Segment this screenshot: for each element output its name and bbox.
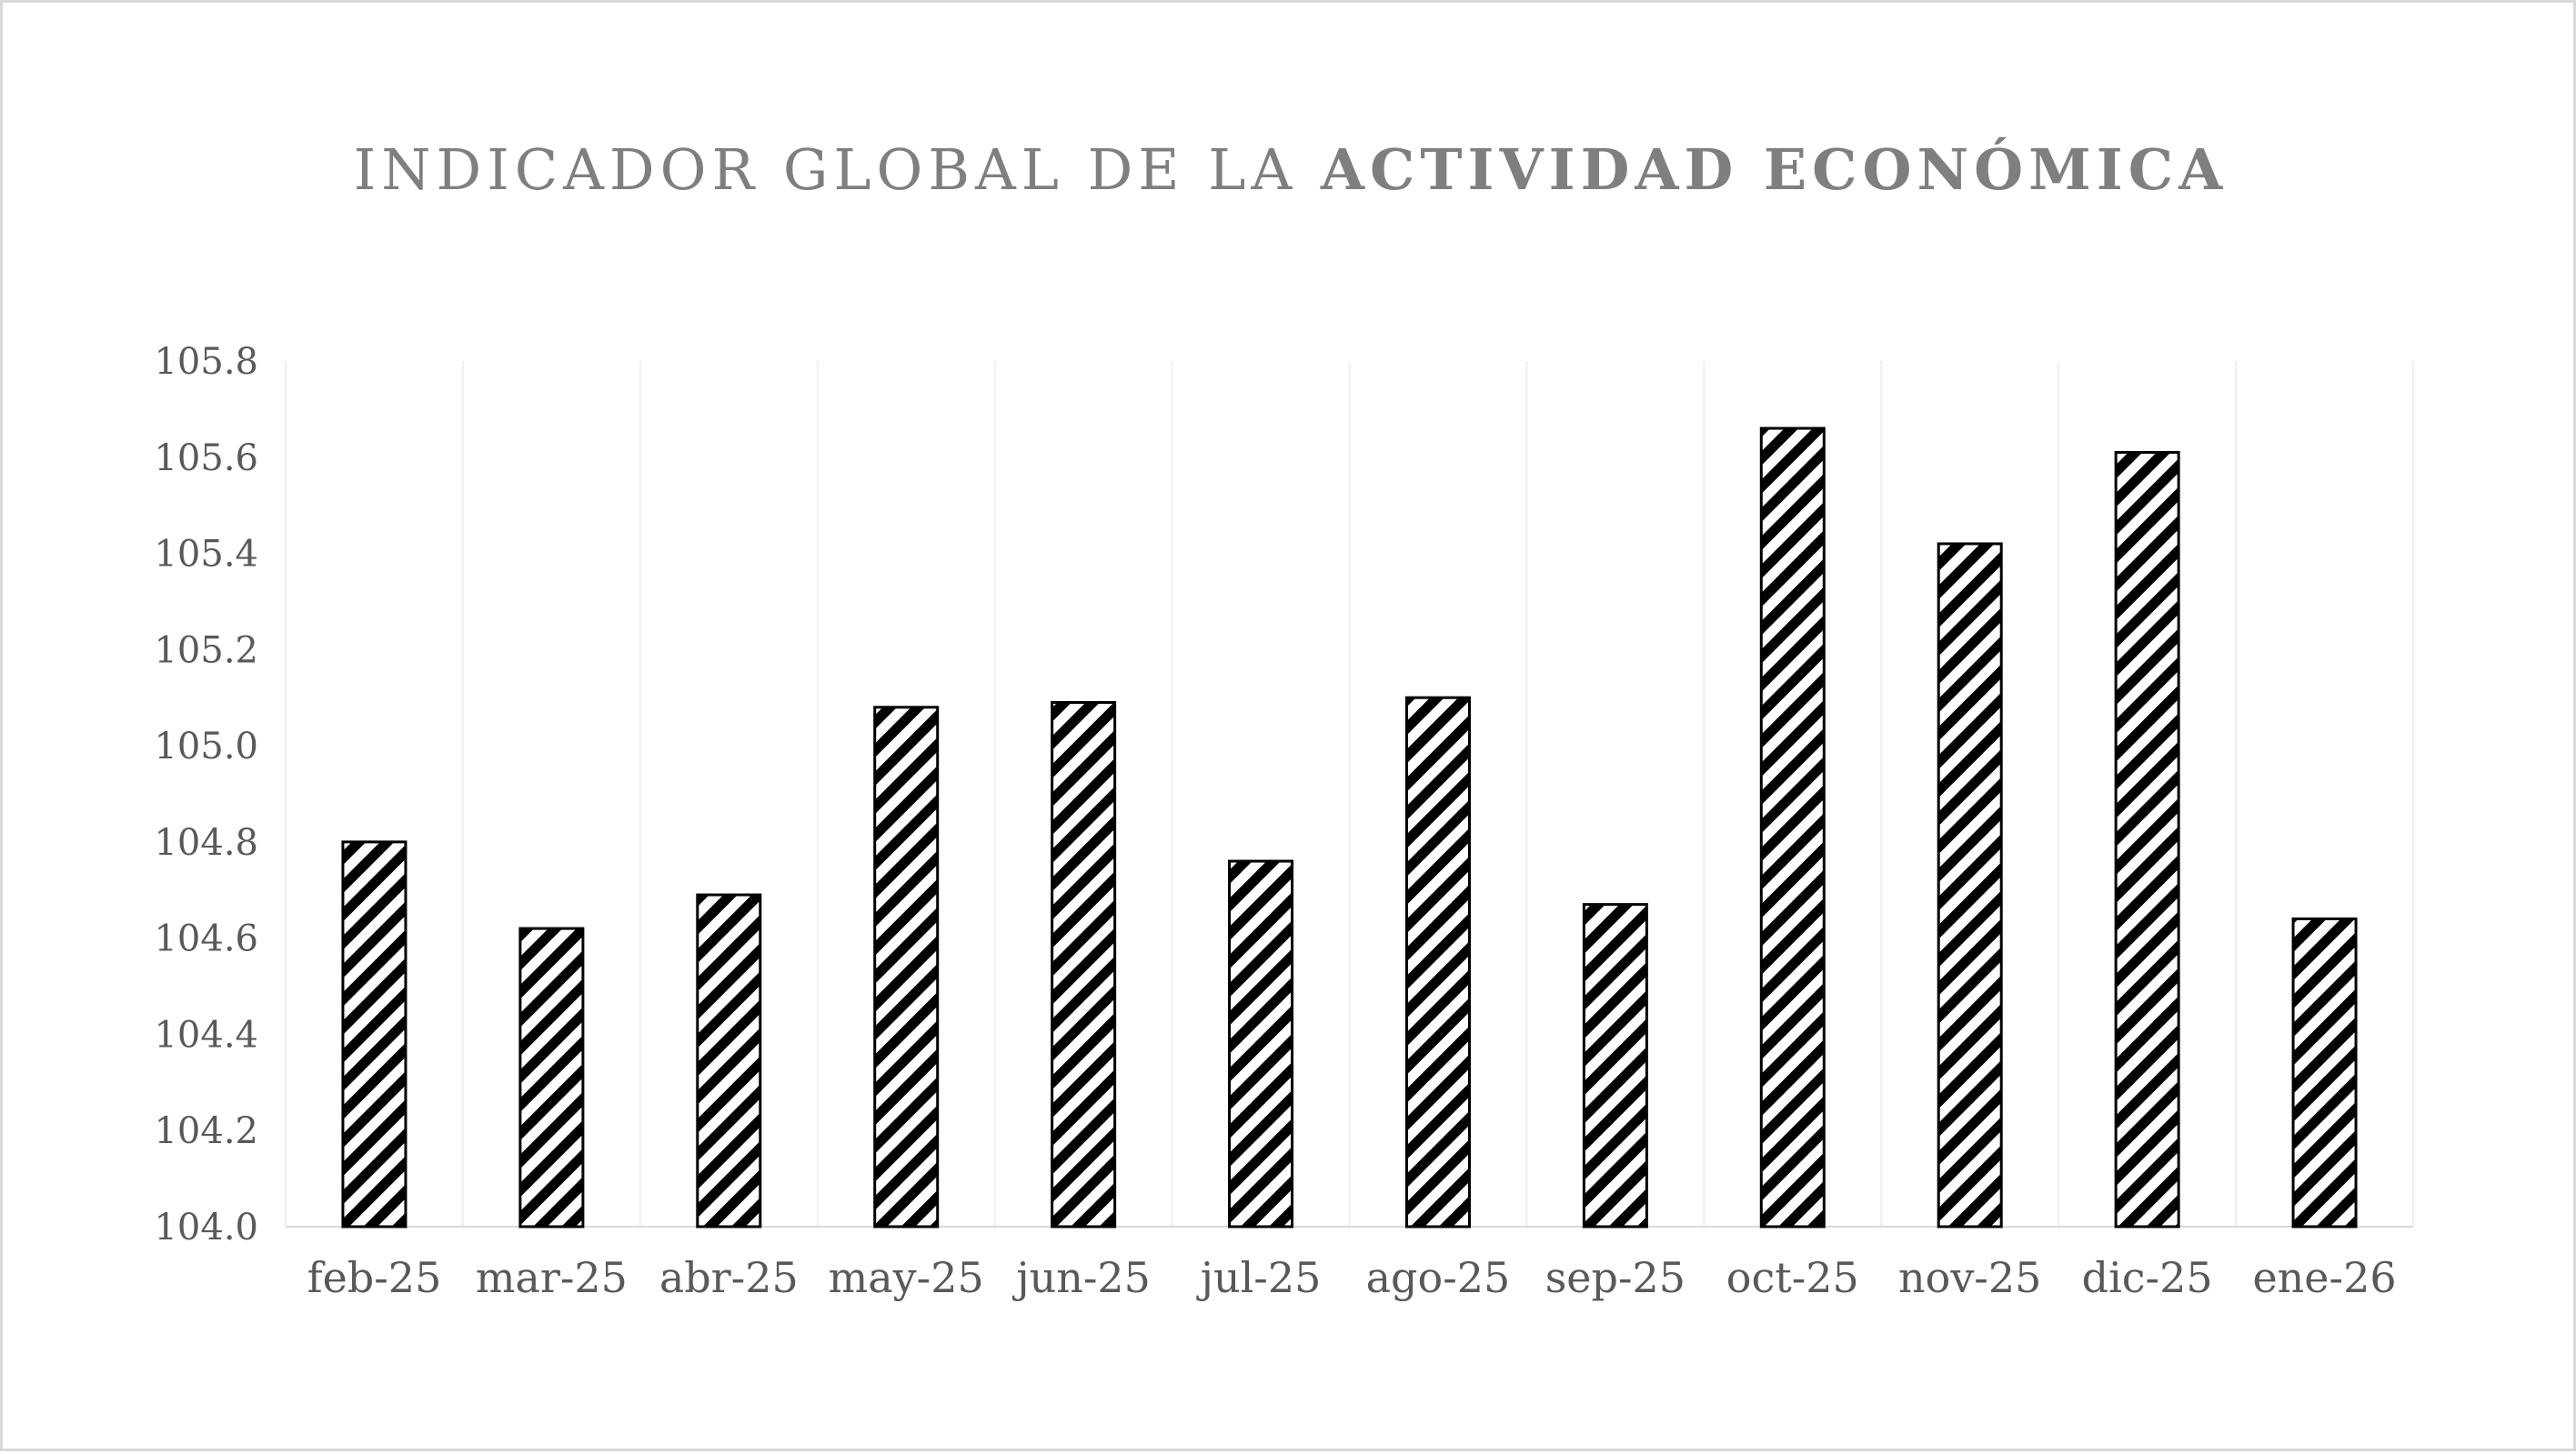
x-category-label: feb-25 bbox=[307, 1253, 442, 1302]
x-category-label: sep-25 bbox=[1545, 1253, 1685, 1302]
bar-mar-25 bbox=[518, 927, 585, 1228]
bar-nov-25 bbox=[1937, 542, 2003, 1228]
bar-may-25 bbox=[873, 706, 940, 1228]
bar-jun-25 bbox=[1051, 701, 1117, 1228]
bar-jul-25 bbox=[1228, 859, 1294, 1228]
x-category-label: mar-25 bbox=[476, 1253, 628, 1302]
bar-feb-25 bbox=[341, 840, 408, 1228]
y-tick-label: 105.8 bbox=[154, 341, 258, 383]
y-tick-label: 105.6 bbox=[154, 437, 258, 479]
title-part-regular: INDICADOR GLOBAL DE LA bbox=[354, 136, 1321, 203]
x-category-label: nov-25 bbox=[1898, 1253, 2041, 1302]
x-category-label: may-25 bbox=[829, 1253, 984, 1302]
bar-ene-26 bbox=[2291, 918, 2358, 1228]
y-tick-label: 105.0 bbox=[154, 726, 258, 767]
title-part-bold: ACTIVIDAD ECONÓMICA bbox=[1320, 136, 2228, 203]
x-category-label: abr-25 bbox=[659, 1253, 799, 1302]
bar-sep-25 bbox=[1582, 903, 1648, 1228]
x-category-label: ago-25 bbox=[1366, 1253, 1511, 1302]
bar-abr-25 bbox=[696, 893, 762, 1228]
chart-title: INDICADOR GLOBAL DE LA ACTIVIDAD ECONÓMI… bbox=[354, 136, 2228, 203]
bar-dic-25 bbox=[2114, 450, 2180, 1228]
y-tick-label: 105.2 bbox=[154, 629, 258, 671]
x-category-label: dic-25 bbox=[2082, 1253, 2213, 1302]
y-tick-label: 105.4 bbox=[154, 534, 258, 576]
bar-ago-25 bbox=[1404, 696, 1471, 1228]
y-tick-label: 104.6 bbox=[154, 918, 258, 960]
y-tick-label: 104.8 bbox=[154, 822, 258, 864]
x-category-label: jul-25 bbox=[1196, 1253, 1322, 1302]
y-tick-label: 104.4 bbox=[154, 1014, 258, 1056]
y-tick-label: 104.0 bbox=[154, 1207, 258, 1248]
y-tick-label: 104.2 bbox=[154, 1110, 258, 1152]
x-category-label: ene-26 bbox=[2252, 1253, 2396, 1302]
bar-oct-25 bbox=[1759, 426, 1826, 1228]
bar-chart: INDICADOR GLOBAL DE LA ACTIVIDAD ECONÓMI… bbox=[154, 136, 2414, 1302]
x-category-label: oct-25 bbox=[1726, 1253, 1859, 1302]
x-category-label: jun-25 bbox=[1011, 1253, 1151, 1302]
